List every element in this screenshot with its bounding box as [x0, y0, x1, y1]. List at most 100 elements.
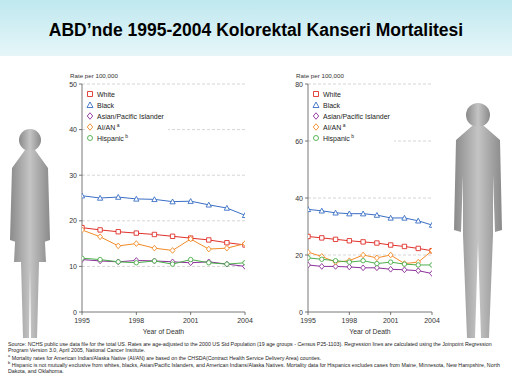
data-group: [82, 193, 245, 269]
legend-name: AI/AN: [97, 124, 115, 131]
legend-superscript: a: [343, 122, 346, 128]
data-point: [361, 265, 366, 271]
data-point: [98, 228, 102, 232]
series-line: [82, 196, 245, 216]
y-tick-label: 10: [69, 263, 77, 270]
data-point: [333, 210, 338, 215]
data-point: [206, 259, 211, 265]
data-point: [402, 261, 407, 267]
series-line: [308, 209, 432, 225]
grid-line: [308, 84, 432, 85]
data-point: [308, 249, 310, 255]
grid-line: [82, 266, 245, 267]
note-text: Hispanic is not mutually exclusive from …: [8, 361, 500, 373]
legend-label: AI/ANa: [323, 122, 346, 131]
data-point: [152, 232, 156, 236]
data-point: [134, 241, 139, 247]
woman-silhouette: [10, 129, 50, 338]
head: [466, 103, 490, 127]
data-point: [347, 211, 352, 216]
data-point: [347, 260, 351, 264]
data-point: [188, 236, 193, 242]
canvas: ABD’nde 1995-2004 Kolorektal Kanseri Mor…: [0, 0, 512, 384]
data-point: [347, 264, 352, 270]
x-axis: [308, 312, 432, 313]
data-point: [388, 243, 392, 247]
series-line: [82, 228, 245, 245]
data-point: [402, 267, 407, 273]
legend-name: Asian/Pacific Islander: [323, 113, 391, 120]
data-point: [360, 211, 365, 216]
data-point: [134, 261, 138, 265]
grid-line: [308, 198, 432, 199]
data-group: [308, 207, 432, 277]
head: [19, 129, 41, 151]
y-axis-label: Rate per 100,000: [296, 72, 344, 79]
y-tick-label: 50: [69, 81, 77, 88]
y-tick-label: 0: [299, 309, 303, 316]
note-mark: b: [8, 360, 10, 365]
x-tick-label: 1995: [74, 317, 90, 324]
legend: WhiteBlackAsian/Pacific IslanderAI/ANaHi…: [86, 90, 168, 147]
y-axis-label: Rate per 100,000: [70, 72, 118, 79]
legend-label: Hispanicb: [323, 133, 354, 143]
x-tick-label: 2004: [424, 317, 440, 324]
data-point: [152, 259, 156, 263]
source-note: b Hispanic is not mutually exclusive fro…: [8, 361, 504, 374]
x-axis-label: Year of Death: [143, 328, 185, 335]
legend-marker: [313, 124, 319, 131]
source-notes: Source: NCHS public use data file for th…: [8, 341, 504, 374]
y-tick: [305, 198, 308, 199]
data-point: [388, 260, 392, 264]
data-point: [170, 248, 175, 254]
legend-label: AI/ANa: [97, 122, 120, 131]
x-axis: [82, 312, 245, 313]
data-point: [82, 227, 84, 233]
x-tick-label: 2001: [383, 317, 399, 324]
data-point: [375, 241, 379, 245]
legend-bg: [86, 90, 168, 147]
x-tick: [390, 312, 391, 315]
legend-superscript: a: [117, 122, 120, 128]
legend-superscript: b: [351, 133, 354, 139]
data-point: [374, 255, 379, 261]
data-point: [116, 260, 120, 264]
y-tick: [79, 266, 82, 267]
data-point: [98, 234, 103, 240]
data-point: [82, 257, 84, 263]
x-tick-label: 1998: [129, 317, 145, 324]
data-point: [374, 212, 379, 217]
legend-label: Hispanicb: [97, 133, 128, 143]
y-tick-label: 40: [69, 126, 77, 133]
legend-marker: [313, 102, 319, 108]
data-point: [116, 259, 121, 265]
data-point: [188, 199, 193, 204]
legend-marker: [87, 124, 93, 131]
data-point: [361, 240, 365, 244]
data-point: [429, 222, 432, 227]
legend: White Black Asian/Pacific Islander AI/ANa Hi…: [312, 90, 394, 147]
data-point: [320, 236, 324, 240]
body: [454, 126, 502, 338]
title-band: [0, 0, 512, 56]
legend-name: White: [323, 91, 341, 98]
legend-label: Asian/Pacific Islander: [323, 113, 391, 120]
legend-marker: [87, 102, 93, 108]
chart: 0204060801995199820012004Rate per 100,00…: [295, 72, 440, 335]
data-point: [402, 244, 406, 248]
man-silhouette: [454, 103, 502, 338]
data-point: [207, 238, 211, 242]
data-point: [243, 241, 245, 247]
data-point: [430, 271, 432, 277]
data-point: [308, 256, 310, 260]
data-point: [402, 262, 406, 266]
y-tick: [305, 141, 308, 142]
grid-line: [308, 255, 432, 256]
data-point: [206, 246, 211, 252]
x-axis-label: Year of Death: [349, 328, 391, 335]
slide: ABD’nde 1995-2004 Kolorektal Kanseri Mor…: [0, 0, 512, 384]
legend-marker: [314, 136, 319, 141]
legend-label: Black: [323, 102, 341, 109]
y-tick: [79, 175, 82, 176]
legend-marker: [88, 92, 93, 97]
